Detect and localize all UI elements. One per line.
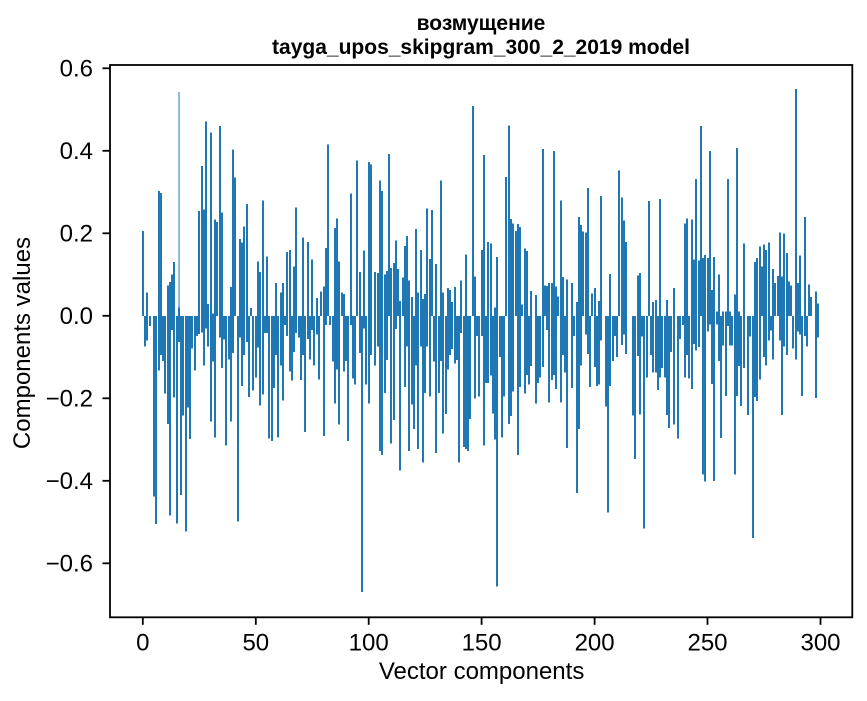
- svg-text:100: 100: [349, 630, 389, 657]
- svg-text:50: 50: [242, 630, 269, 657]
- svg-text:0.2: 0.2: [60, 221, 93, 248]
- svg-text:−0.6: −0.6: [46, 551, 93, 578]
- svg-text:250: 250: [687, 630, 727, 657]
- svg-text:300: 300: [800, 630, 840, 657]
- svg-text:tayga_upos_skipgram_300_2_2019: tayga_upos_skipgram_300_2_2019 model: [272, 36, 690, 59]
- svg-text:Vector components: Vector components: [379, 658, 584, 685]
- svg-text:−0.4: −0.4: [46, 468, 93, 495]
- svg-text:0.0: 0.0: [60, 303, 93, 330]
- svg-text:0.4: 0.4: [60, 138, 93, 165]
- svg-text:возмущение: возмущение: [417, 12, 546, 35]
- svg-text:0.6: 0.6: [60, 56, 93, 83]
- svg-text:Components values: Components values: [9, 237, 36, 449]
- svg-text:200: 200: [575, 630, 615, 657]
- svg-text:0: 0: [136, 630, 149, 657]
- svg-text:−0.2: −0.2: [46, 386, 93, 413]
- svg-text:150: 150: [462, 630, 502, 657]
